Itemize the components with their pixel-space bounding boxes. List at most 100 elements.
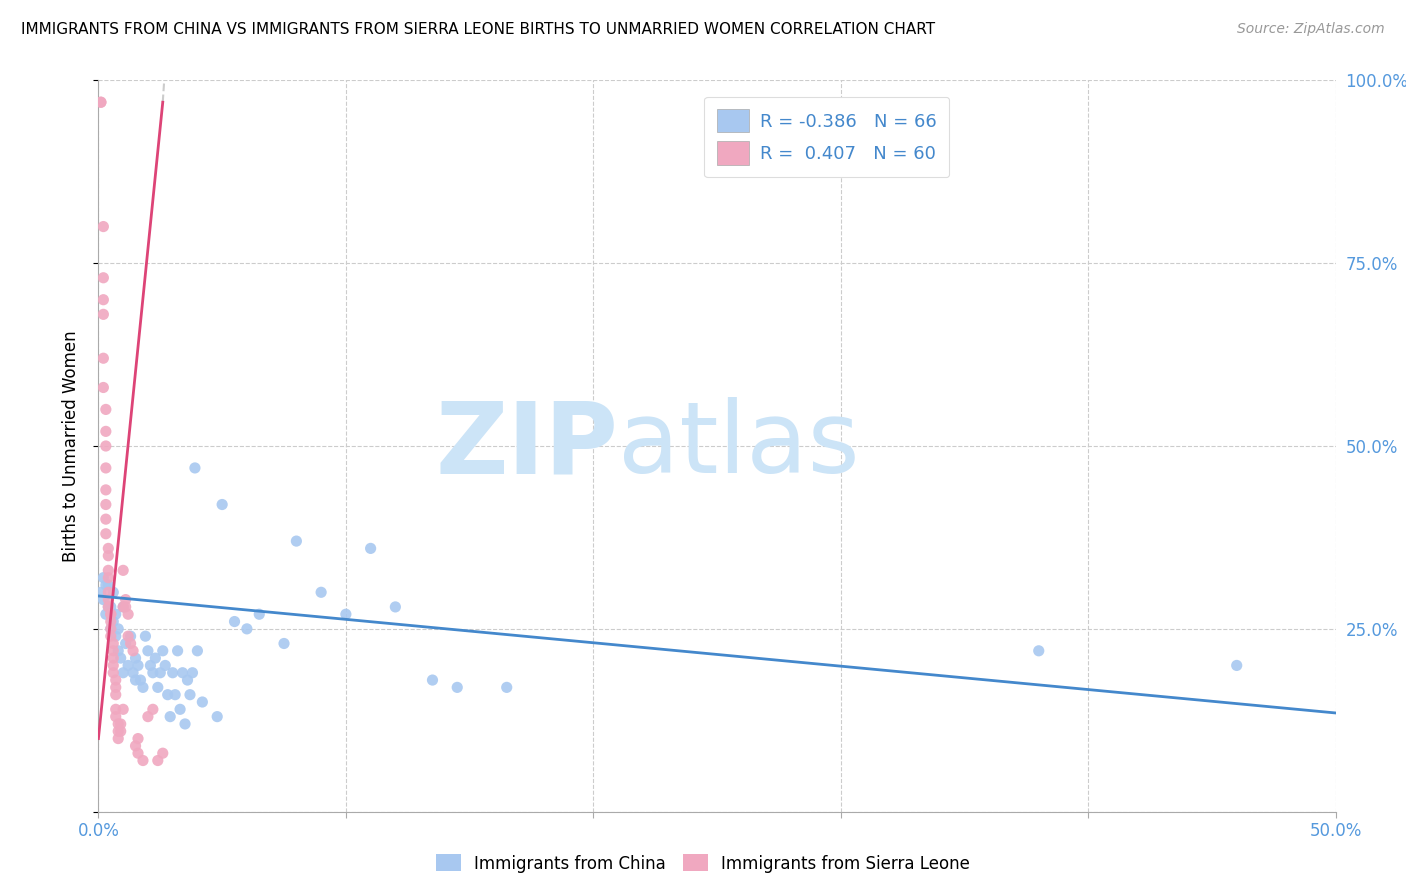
Point xyxy=(165,688,187,702)
Point xyxy=(132,681,155,695)
Point xyxy=(132,754,155,768)
Point xyxy=(97,549,120,563)
Point xyxy=(103,651,125,665)
Point xyxy=(107,724,129,739)
Point xyxy=(446,681,468,695)
Point xyxy=(120,629,142,643)
Point xyxy=(139,658,162,673)
Point xyxy=(205,709,228,723)
Point xyxy=(191,695,214,709)
Point xyxy=(1226,658,1249,673)
Text: atlas: atlas xyxy=(619,398,859,494)
Point xyxy=(114,636,136,650)
Point xyxy=(97,585,120,599)
Point xyxy=(122,644,145,658)
Point xyxy=(285,534,308,549)
Point xyxy=(110,724,132,739)
Point xyxy=(112,563,135,577)
Point xyxy=(152,644,174,658)
Point xyxy=(100,629,122,643)
Point xyxy=(143,651,166,665)
Point xyxy=(103,615,125,629)
Point xyxy=(117,629,139,643)
Point xyxy=(136,644,159,658)
Point xyxy=(107,622,129,636)
Point xyxy=(384,599,406,614)
Point xyxy=(224,615,246,629)
Point xyxy=(100,607,122,622)
Point xyxy=(104,629,127,643)
Point xyxy=(156,688,179,702)
Point xyxy=(114,592,136,607)
Point xyxy=(97,599,120,614)
Point xyxy=(93,293,115,307)
Point xyxy=(97,563,120,577)
Point xyxy=(110,717,132,731)
Point xyxy=(162,665,184,680)
Point xyxy=(176,673,198,687)
Point xyxy=(1028,644,1050,658)
Point xyxy=(103,636,125,650)
Point xyxy=(100,622,122,636)
Point xyxy=(90,95,112,110)
Point xyxy=(97,578,120,592)
Point xyxy=(134,629,156,643)
Point xyxy=(152,746,174,760)
Point xyxy=(142,665,165,680)
Point xyxy=(94,439,117,453)
Point xyxy=(94,461,117,475)
Point xyxy=(169,702,191,716)
Point xyxy=(127,731,149,746)
Point xyxy=(93,219,115,234)
Point xyxy=(94,498,117,512)
Point xyxy=(186,644,208,658)
Point xyxy=(104,607,127,622)
Point xyxy=(179,688,201,702)
Point xyxy=(94,526,117,541)
Point xyxy=(110,651,132,665)
Point xyxy=(124,673,146,687)
Y-axis label: Births to Unmarried Women: Births to Unmarried Women xyxy=(62,330,80,562)
Point xyxy=(149,665,172,680)
Point xyxy=(107,644,129,658)
Point xyxy=(211,498,233,512)
Point xyxy=(93,351,115,366)
Point xyxy=(360,541,382,556)
Point xyxy=(181,665,204,680)
Point xyxy=(104,688,127,702)
Point xyxy=(124,739,146,753)
Point xyxy=(112,599,135,614)
Point xyxy=(146,754,169,768)
Point xyxy=(117,607,139,622)
Point xyxy=(174,717,197,731)
Point xyxy=(90,95,112,110)
Point xyxy=(100,607,122,622)
Point xyxy=(159,709,181,723)
Point xyxy=(103,665,125,680)
Point xyxy=(103,585,125,599)
Point xyxy=(93,380,115,394)
Point xyxy=(155,658,177,673)
Point xyxy=(117,658,139,673)
Point xyxy=(93,270,115,285)
Point xyxy=(104,709,127,723)
Point xyxy=(247,607,270,622)
Point xyxy=(112,665,135,680)
Point xyxy=(94,425,117,439)
Point xyxy=(103,658,125,673)
Point xyxy=(273,636,295,650)
Point xyxy=(93,571,115,585)
Point xyxy=(112,702,135,716)
Point xyxy=(93,592,115,607)
Point xyxy=(94,402,117,417)
Point xyxy=(136,709,159,723)
Point xyxy=(107,717,129,731)
Point xyxy=(120,636,142,650)
Legend: Immigrants from China, Immigrants from Sierra Leone: Immigrants from China, Immigrants from S… xyxy=(429,847,977,880)
Point xyxy=(100,622,122,636)
Text: ZIP: ZIP xyxy=(436,398,619,494)
Point xyxy=(309,585,332,599)
Point xyxy=(97,599,120,614)
Point xyxy=(172,665,194,680)
Point xyxy=(104,681,127,695)
